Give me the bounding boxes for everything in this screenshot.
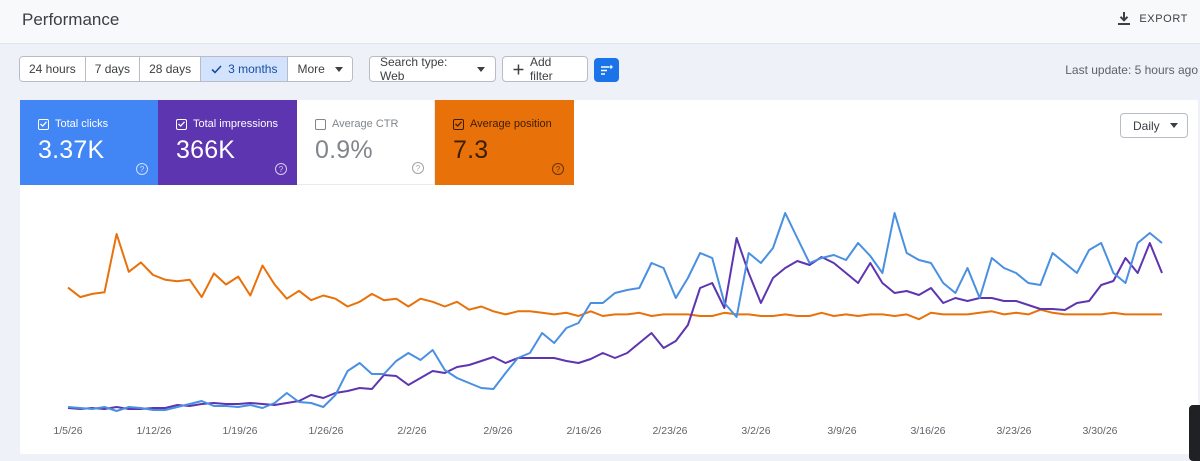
metric-value: 366K — [176, 136, 236, 164]
chevron-down-icon — [334, 66, 343, 72]
help-icon[interactable]: ? — [552, 163, 564, 175]
search-type-label: Search type: Web — [380, 55, 448, 83]
metric-value: 7.3 — [453, 136, 489, 164]
side-panel-tab[interactable] — [1189, 405, 1200, 461]
performance-line-chart: 1/5/26 1/12/26 1/19/26 1/26/26 2/2/26 2/9/26 2… — [53, 212, 1163, 437]
metric-label: Total clicks — [55, 118, 109, 130]
series-line-total-clicks — [67, 212, 1163, 412]
page-header: Performance EXPORT — [0, 0, 1200, 44]
range-3-months[interactable]: 3 months — [201, 57, 289, 81]
x-tick-label: 3/23/26 — [996, 425, 1031, 437]
date-range-selector: 24 hours 7 days 28 days 3 months More — [19, 56, 353, 82]
x-tick-label: 3/16/26 — [910, 425, 945, 437]
x-tick-label: 1/12/26 — [136, 425, 171, 437]
metric-average-position[interactable]: Average position 7.3 ? — [435, 100, 574, 185]
performance-chart-card: Total clicks 3.37K ? Total impressions 3… — [20, 100, 1198, 454]
chevron-down-icon — [1170, 123, 1178, 128]
plus-icon — [513, 64, 524, 74]
help-icon[interactable]: ? — [412, 162, 424, 174]
x-tick-label: 3/9/26 — [827, 425, 856, 437]
metric-value: 3.37K — [38, 136, 105, 164]
metric-average-ctr[interactable]: Average CTR 0.9% ? — [297, 100, 435, 185]
filter-sparkle-icon — [600, 64, 613, 75]
metric-total-impressions[interactable]: Total impressions 366K ? — [158, 100, 297, 185]
metric-label: Average CTR — [332, 118, 399, 130]
range-28-days[interactable]: 28 days — [140, 57, 202, 81]
chevron-down-icon — [477, 66, 485, 72]
x-tick-label: 1/26/26 — [308, 425, 343, 437]
metric-label: Average position — [470, 118, 552, 130]
check-icon — [211, 64, 222, 74]
x-tick-label: 2/16/26 — [566, 425, 601, 437]
metric-label: Total impressions — [193, 118, 278, 130]
compare-filter-button[interactable] — [594, 58, 619, 82]
search-type-dropdown[interactable]: Search type: Web — [369, 55, 496, 83]
x-tick-label: 3/30/26 — [1082, 425, 1117, 437]
metric-value: 0.9% — [315, 136, 373, 164]
x-tick-label: 2/2/26 — [397, 425, 426, 437]
granularity-label: Daily — [1133, 118, 1160, 133]
range-24-hours[interactable]: 24 hours — [20, 57, 86, 81]
range-label: 7 days — [94, 62, 131, 76]
add-filter-label: Add filter — [529, 55, 553, 83]
export-button[interactable]: EXPORT — [1117, 11, 1188, 26]
checkbox-checked-icon[interactable] — [176, 118, 187, 130]
series-line-average-position — [67, 233, 1162, 321]
x-tick-label: 1/19/26 — [222, 425, 257, 437]
range-label: More — [297, 62, 325, 76]
range-label: 24 hours — [29, 62, 76, 76]
x-tick-label: 2/9/26 — [483, 425, 512, 437]
range-more-dropdown[interactable]: More — [288, 57, 352, 81]
last-update-text: Last update: 5 hours ago — [1065, 63, 1198, 77]
checkbox-checked-icon[interactable] — [453, 118, 464, 130]
help-icon[interactable]: ? — [275, 163, 287, 175]
granularity-dropdown[interactable]: Daily — [1120, 113, 1188, 138]
page-title: Performance — [22, 10, 120, 29]
filter-bar: 24 hours 7 days 28 days 3 months More Se… — [0, 45, 1200, 95]
export-label: EXPORT — [1139, 12, 1188, 25]
range-label: 28 days — [149, 62, 192, 76]
x-tick-label: 1/5/26 — [53, 425, 82, 437]
download-icon — [1118, 12, 1131, 25]
range-label: 3 months — [228, 62, 278, 76]
add-filter-button[interactable]: Add filter — [502, 55, 588, 83]
x-tick-label: 2/23/26 — [652, 425, 687, 437]
checkbox-checked-icon[interactable] — [38, 118, 49, 130]
checkbox-unchecked-icon[interactable] — [315, 118, 326, 130]
metric-total-clicks[interactable]: Total clicks 3.37K ? — [20, 100, 158, 185]
x-tick-label: 3/2/26 — [741, 425, 770, 437]
help-icon[interactable]: ? — [136, 163, 148, 175]
range-7-days[interactable]: 7 days — [85, 57, 141, 81]
